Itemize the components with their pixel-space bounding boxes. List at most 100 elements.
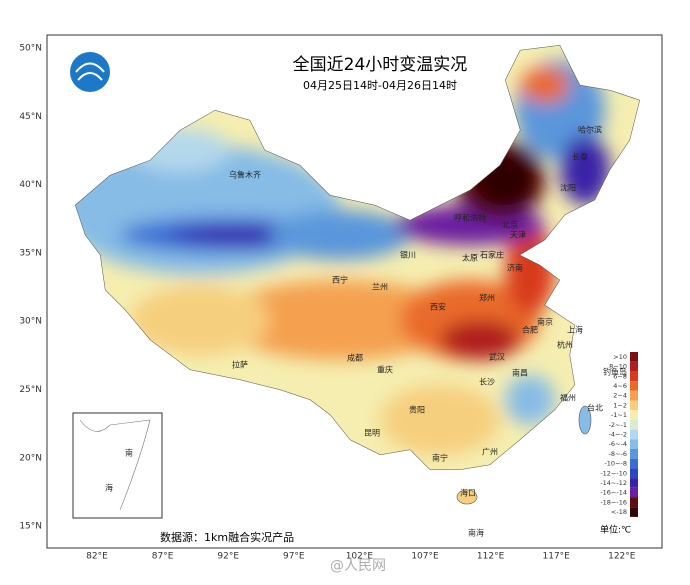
- legend-swatch: [630, 478, 638, 488]
- city-label: 南宁: [432, 453, 448, 463]
- city-label: 台北: [587, 403, 603, 413]
- legend-label: 2~4: [613, 392, 627, 400]
- city-label: 长沙: [479, 377, 495, 387]
- city-label: 南昌: [512, 368, 528, 378]
- legend-swatch: [630, 381, 638, 391]
- lon-label: 82°E: [86, 552, 108, 562]
- lat-label: 50°N: [19, 44, 42, 54]
- lat-label: 30°N: [19, 317, 42, 327]
- city-label: 海口: [460, 488, 476, 498]
- watermark: @人民网: [330, 558, 386, 574]
- lat-label: 40°N: [19, 180, 42, 190]
- city-label: 昆明: [364, 429, 380, 438]
- legend-label: -14~-12: [600, 479, 627, 487]
- legend-swatch: [630, 458, 638, 469]
- legend-swatch: [630, 400, 638, 411]
- city-label: 拉萨: [232, 360, 248, 370]
- city-label: 西宁: [332, 275, 348, 285]
- taiwan: [578, 405, 592, 435]
- legend-swatch: [630, 352, 638, 362]
- city-label: 福州: [560, 394, 576, 403]
- city-label: 重庆: [377, 365, 393, 375]
- legend-label: -6~-4: [609, 440, 627, 448]
- city-label: 广州: [482, 447, 498, 457]
- inset-frame: [72, 412, 163, 519]
- legend-label: 4~6: [613, 382, 627, 390]
- lon-label: 102°E: [346, 552, 374, 562]
- legend-swatch: [630, 439, 638, 449]
- legend-swatch: [630, 390, 638, 401]
- city-label: 钓鱼岛: [603, 367, 627, 377]
- lat-label: 15°N: [19, 522, 42, 532]
- city-label: 武汉: [489, 352, 505, 362]
- city-label: 合肥: [522, 325, 538, 335]
- legend-label: 6~8: [613, 372, 627, 380]
- city-label: 天津: [510, 230, 526, 240]
- unit: 单位:℃: [600, 524, 631, 536]
- inset-label: 南: [125, 448, 133, 458]
- legend-swatch: [630, 410, 638, 420]
- legend-swatch: [630, 487, 638, 498]
- legend-label: -2~-1: [609, 421, 627, 429]
- legend-label: -16~-14: [600, 489, 627, 497]
- city-label: 上海: [567, 325, 583, 335]
- legend-label: -12~-10: [600, 469, 627, 477]
- city-label: 北京: [502, 220, 518, 230]
- legend-label: -10~-8: [604, 460, 627, 468]
- city-label: 呼和浩特: [454, 213, 486, 223]
- legend-swatch: [630, 419, 638, 430]
- city-label: 西安: [430, 302, 446, 312]
- legend-swatch: [630, 497, 638, 508]
- lon-label: 87°E: [152, 552, 174, 562]
- city-label: 长春: [572, 152, 588, 162]
- source: 数据源：1km融合实况产品: [160, 530, 294, 544]
- lat-label: 35°N: [19, 248, 42, 258]
- lon-label: 92°E: [217, 552, 239, 562]
- city-label: 银川: [400, 250, 416, 260]
- legend-swatch: [630, 468, 638, 479]
- legend-swatch: [630, 507, 638, 517]
- lon-label: 117°E: [543, 552, 571, 562]
- city-label: 沈阳: [560, 183, 576, 193]
- legend-swatch: [630, 361, 638, 372]
- city-label: 贵阳: [409, 405, 425, 415]
- logo-mark: [75, 62, 105, 81]
- legend: >10 8~106~8 4~6 2~41~2 -1~1 -2~-1-4~-2 -6~-4 -8…: [600, 352, 638, 517]
- legend-label: -8~-6: [609, 450, 627, 458]
- lat-label: 20°N: [19, 453, 42, 463]
- legend-label: -18~-16: [600, 498, 627, 506]
- city-label: 兰州: [372, 282, 388, 292]
- lon-label: 122°E: [608, 552, 636, 562]
- city-label: 济南: [507, 263, 523, 273]
- legend-label: 1~2: [613, 401, 627, 409]
- city-label: 南京: [537, 317, 553, 327]
- legend-swatch: [630, 429, 638, 440]
- lat-label: 45°N: [19, 112, 42, 122]
- inset-label: 海: [105, 483, 113, 493]
- legend-label: -1~1: [611, 411, 627, 419]
- city-label: 杭州: [557, 340, 573, 350]
- city-label: 石家庄: [480, 250, 504, 260]
- lon-label: 97°E: [283, 552, 305, 562]
- inset-coast: [79, 419, 151, 511]
- city-label: 乌鲁木齐: [229, 170, 261, 180]
- legend-swatch: [630, 371, 638, 382]
- hainan: [456, 489, 478, 505]
- city-label: 哈尔滨: [578, 125, 602, 135]
- legend-label: 8~10: [609, 363, 627, 371]
- lat-label: 25°N: [19, 385, 42, 395]
- lon-label: 112°E: [477, 552, 505, 562]
- lon-label: 107°E: [411, 552, 439, 562]
- subtitle: 04月25日14时-04月26日14时: [303, 79, 457, 92]
- sea-label: 南海: [468, 528, 484, 538]
- legend-label: -4~-2: [609, 430, 627, 438]
- city-label: 太原: [462, 253, 478, 263]
- city-label: 成都: [347, 353, 363, 363]
- city-label: 郑州: [479, 293, 495, 303]
- legend-label: <-18: [611, 508, 627, 516]
- title: 全国近24小时变温实况: [293, 55, 468, 75]
- legend-label: >10: [613, 353, 627, 361]
- legend-swatch: [630, 449, 638, 459]
